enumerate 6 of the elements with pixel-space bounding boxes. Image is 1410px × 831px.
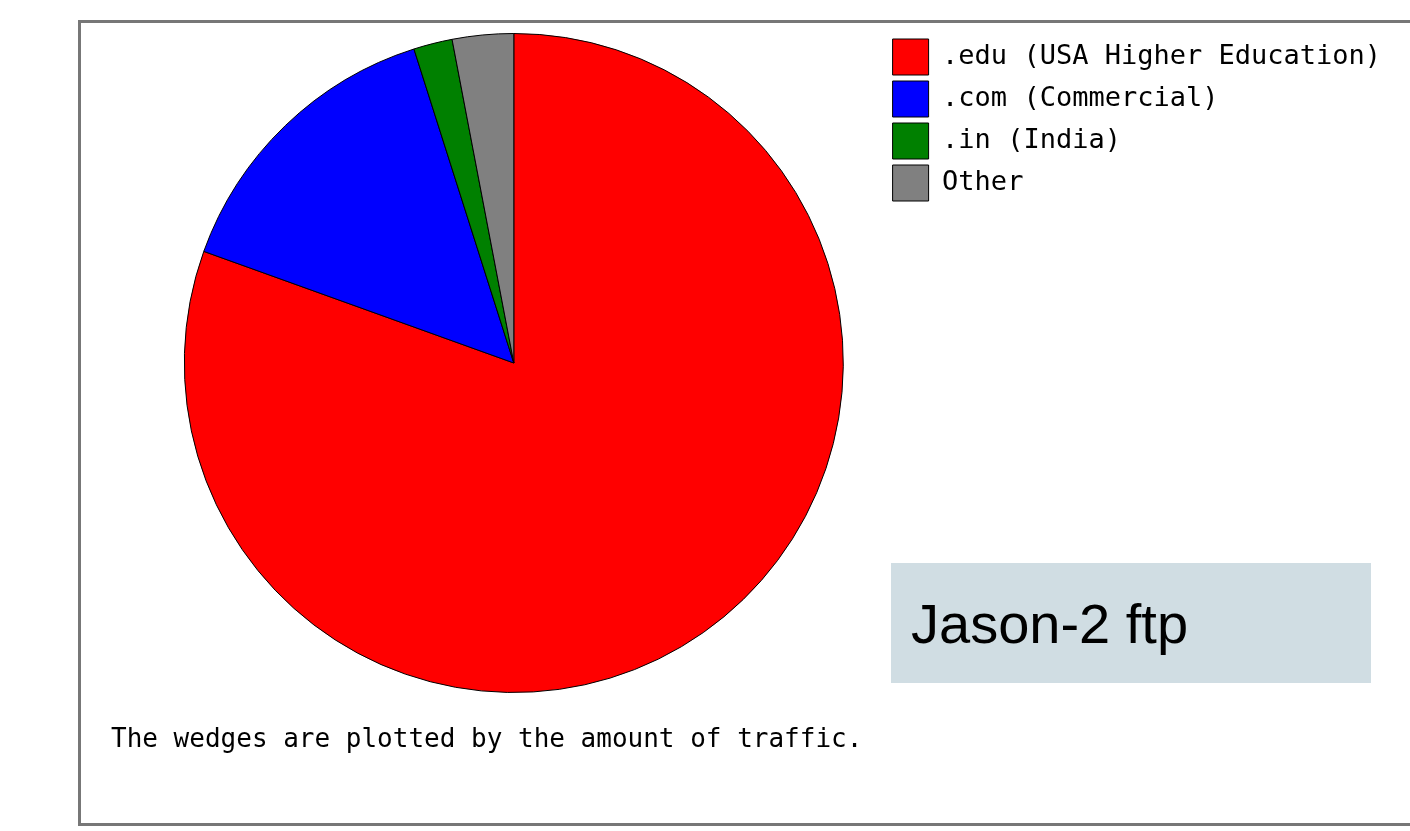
legend-label: .in (India) <box>942 123 1121 155</box>
text: The wedges are plotted by the amount of traffic. <box>111 723 863 753</box>
legend-label: Other <box>942 165 1024 197</box>
legend-label: .com (Commercial) <box>942 81 1219 113</box>
legend-label: .edu (USA Higher Education) <box>942 39 1382 71</box>
text: Jason-2 ftp <box>891 563 1371 683</box>
